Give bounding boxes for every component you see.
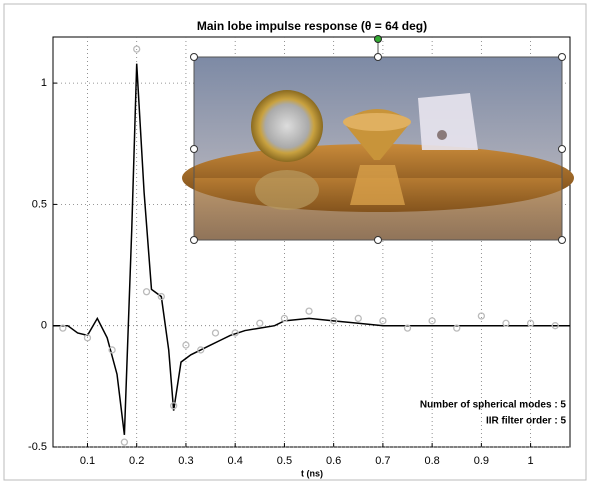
x-tick-label: 0.2 <box>129 455 144 467</box>
x-tick-label: 0.4 <box>228 455 243 467</box>
x-tick-label: 0.1 <box>80 455 95 467</box>
data-point <box>379 317 387 325</box>
x-axis-label: t (ns) <box>301 468 323 478</box>
data-point <box>157 292 165 301</box>
data-point <box>428 317 436 325</box>
annotation: IIR filter order : 5 <box>486 416 566 427</box>
x-tick-label: 0.7 <box>375 455 390 467</box>
x-tick-label: 0.5 <box>277 455 292 467</box>
data-point <box>108 346 116 354</box>
data-point <box>133 45 141 53</box>
data-point <box>502 319 510 327</box>
photo-inset[interactable] <box>182 35 574 244</box>
data-point <box>256 319 264 327</box>
data-point <box>120 438 129 446</box>
data-point <box>231 329 239 337</box>
data-point <box>453 324 461 332</box>
y-tick-label: 0 <box>41 320 47 332</box>
y-tick-label: -0.5 <box>28 441 47 453</box>
data-point <box>197 346 205 354</box>
y-tick-label: 1 <box>41 77 47 89</box>
data-point <box>211 329 220 337</box>
data-point <box>305 307 313 315</box>
data-point <box>551 322 559 330</box>
x-tick-label: 0.9 <box>474 455 489 467</box>
y-tick-label: 0.5 <box>32 198 47 210</box>
data-point <box>169 402 178 410</box>
data-point <box>526 319 535 327</box>
data-point <box>477 312 486 320</box>
x-tick-label: 1 <box>528 455 534 467</box>
data-point <box>280 314 289 323</box>
data-point <box>182 341 190 349</box>
x-tick-label: 0.8 <box>424 455 439 467</box>
data-point <box>330 317 338 325</box>
annotation: Number of spherical modes : 5 <box>420 400 567 411</box>
data-point <box>403 324 412 332</box>
data-line <box>53 63 570 435</box>
data-point <box>83 334 92 342</box>
chart-title: Main lobe impulse response (θ = 64 deg) <box>197 19 427 33</box>
data-point <box>142 288 151 296</box>
data-point <box>59 324 67 332</box>
x-tick-label: 0.3 <box>178 455 193 467</box>
data-point <box>354 314 362 323</box>
x-tick-label: 0.6 <box>326 455 341 467</box>
